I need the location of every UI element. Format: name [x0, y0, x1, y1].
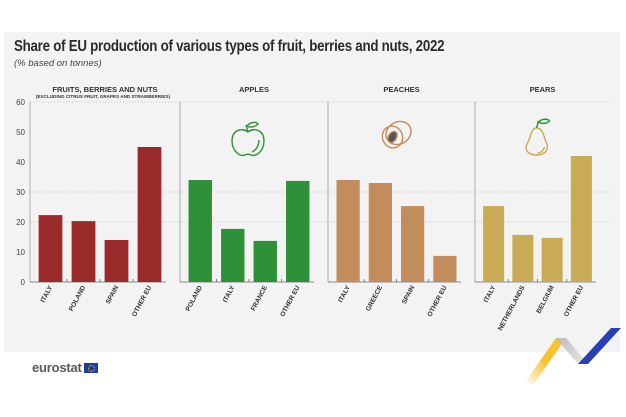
eurostat-logo: eurostat [32, 360, 98, 375]
category-label: ITALY [40, 284, 55, 304]
category-label: ITALY [337, 284, 352, 304]
bar [512, 234, 534, 282]
category-label: POLAND [185, 284, 204, 312]
chart-title: Share of EU production of various types … [14, 38, 445, 55]
y-tick-label: 60 [16, 98, 25, 107]
y-tick-label: 50 [16, 128, 25, 137]
bar [401, 206, 425, 282]
bar [71, 221, 96, 282]
category-label: POLAND [68, 284, 87, 312]
panel-fruits-berries-and-nuts: FRUITS, BERRIES AND NUTS(EXCLUDING CITRU… [29, 85, 171, 318]
apple-icon [231, 121, 265, 157]
bar [368, 183, 392, 282]
y-tick-label: 20 [16, 218, 25, 227]
apple-highlight [251, 139, 260, 153]
category-label: ITALY [483, 284, 498, 304]
bar [104, 240, 129, 282]
y-tick-label: 10 [16, 248, 25, 257]
pear-body [525, 127, 549, 156]
pear-highlight [537, 146, 546, 154]
panel-title: APPLES [239, 85, 269, 94]
bar [483, 206, 505, 282]
bar [253, 240, 277, 282]
panel-apples: APPLES POLAND ITALY FRANCE OTHER EU [179, 85, 314, 318]
bar [221, 228, 245, 282]
peach-outer [385, 120, 412, 146]
bar [541, 237, 563, 282]
panel-title: PEARS [530, 85, 556, 94]
y-tick-label: 0 [21, 278, 26, 287]
panel-title: PEACHES [383, 85, 419, 94]
category-label: OTHER EU [426, 284, 448, 318]
pear-leaf [537, 118, 551, 125]
bar [286, 180, 310, 282]
category-label: ITALY [222, 284, 237, 304]
panel-peaches: PEACHES ITALY GREECE SPAIN OTHER EU [327, 85, 461, 318]
eurostat-swoosh-icon [524, 328, 621, 384]
y-tick-label: 40 [16, 158, 25, 167]
category-label: BELGIUM [535, 284, 556, 315]
bar [570, 156, 592, 282]
eu-flag-icon [83, 362, 98, 373]
bar [433, 255, 457, 282]
y-tick-label: 30 [16, 188, 25, 197]
bar [38, 215, 63, 282]
category-label: OTHER EU [279, 284, 301, 318]
logo-text: eurostat [32, 360, 82, 375]
peach-icon [381, 120, 412, 149]
category-label: SPAIN [105, 284, 121, 305]
peach-pit [387, 130, 398, 144]
category-label: OTHER EU [131, 284, 153, 318]
apple-body [231, 129, 265, 157]
bar [336, 180, 360, 282]
category-label: GREECE [365, 284, 385, 312]
pear-icon [525, 118, 551, 156]
bar [137, 147, 162, 282]
category-label: SPAIN [401, 284, 417, 305]
panel-subtitle: (EXCLUDING CITRUS FRUIT, GRAPES AND STRA… [36, 94, 171, 99]
chart-subtitle: (% based on tonnes) [14, 58, 102, 69]
apple-leaf [245, 121, 259, 128]
bar [188, 180, 212, 282]
category-label: FRANCE [250, 284, 269, 312]
panel-title: FRUITS, BERRIES AND NUTS [52, 85, 157, 94]
category-label: OTHER EU [563, 284, 585, 318]
